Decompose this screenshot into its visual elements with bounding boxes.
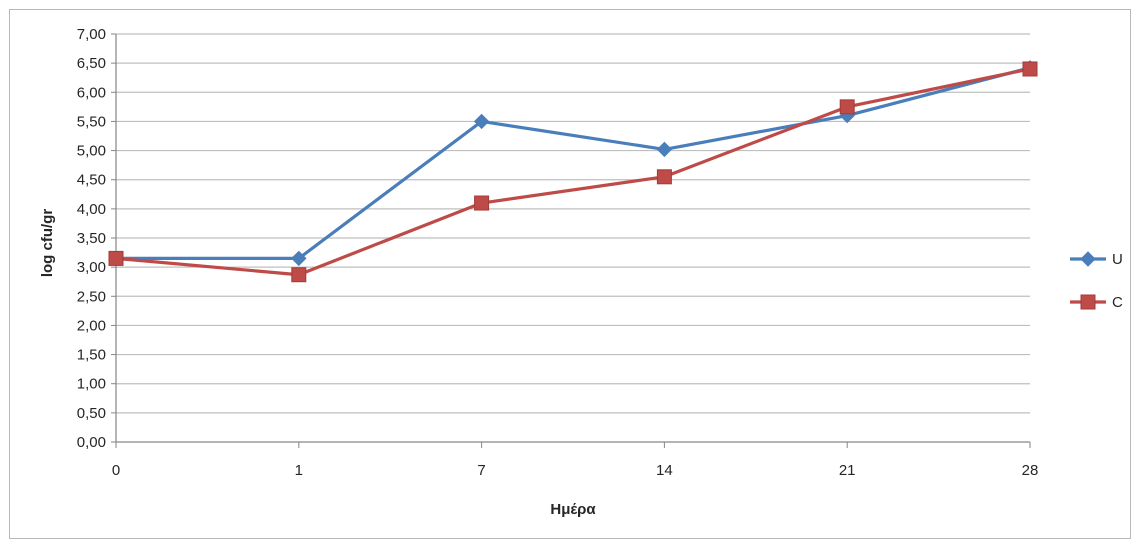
x-tick-labels: 0 1 7 14 21 28 — [112, 462, 1039, 479]
data-point-C — [291, 267, 307, 283]
y-tick-label: 7,00 — [77, 26, 106, 43]
y-tick-label: 2,00 — [77, 317, 106, 334]
y-tick-label: 3,50 — [77, 230, 106, 247]
data-point-C — [656, 169, 672, 185]
y-tick-label: 0,50 — [77, 405, 106, 422]
data-point-C — [839, 99, 855, 115]
data-point-U — [291, 250, 307, 267]
legend: UC — [1070, 251, 1123, 311]
legend-item-C: C — [1070, 294, 1123, 311]
legend-marker-U — [1080, 251, 1096, 267]
series-C — [108, 61, 1038, 283]
legend-label-C: C — [1112, 294, 1123, 311]
legend-label-U: U — [1112, 251, 1123, 268]
series-line-C — [115, 67, 1031, 277]
y-tick-label: 0,00 — [77, 434, 106, 451]
data-point-U — [656, 141, 673, 158]
y-tick-label: 5,00 — [77, 143, 106, 160]
data-point-U — [473, 113, 490, 130]
data-point-C — [1022, 61, 1038, 77]
legend-marker-C — [1080, 294, 1096, 310]
x-axis-title: Ημέρα — [550, 501, 596, 518]
y-tick-labels: 0,00 0,50 1,00 1,50 2,00 2,50 3,00 3,50 4,00 4,50… — [77, 26, 106, 451]
series — [108, 60, 1038, 283]
y-tick-label: 6,50 — [77, 55, 106, 72]
y-tick-label: 2,50 — [77, 288, 106, 305]
x-tick-label: 21 — [839, 462, 856, 479]
series-line-U — [116, 66, 1031, 260]
series-U — [108, 60, 1038, 267]
y-tick-label: 3,00 — [77, 259, 106, 276]
x-tick-label: 14 — [656, 462, 673, 479]
x-tick-label: 1 — [295, 462, 303, 479]
data-point-C — [474, 195, 490, 211]
legend-item-U: U — [1070, 251, 1123, 268]
y-tick-label: 4,50 — [77, 172, 106, 189]
x-tick-label: 0 — [112, 462, 120, 479]
data-point-C — [108, 250, 124, 266]
x-tick-label: 28 — [1022, 462, 1039, 479]
chart-frame — [9, 9, 1131, 539]
gridlines — [111, 33, 1030, 443]
y-tick-label: 6,00 — [77, 84, 106, 101]
y-tick-label: 1,50 — [77, 347, 106, 364]
y-axis-title: log cfu/gr — [39, 209, 56, 277]
y-tick-label: 5,50 — [77, 113, 106, 130]
y-tick-label: 1,00 — [77, 376, 106, 393]
x-tick-label: 7 — [477, 462, 485, 479]
y-tick-label: 4,00 — [77, 201, 106, 218]
axes — [115, 34, 1031, 448]
